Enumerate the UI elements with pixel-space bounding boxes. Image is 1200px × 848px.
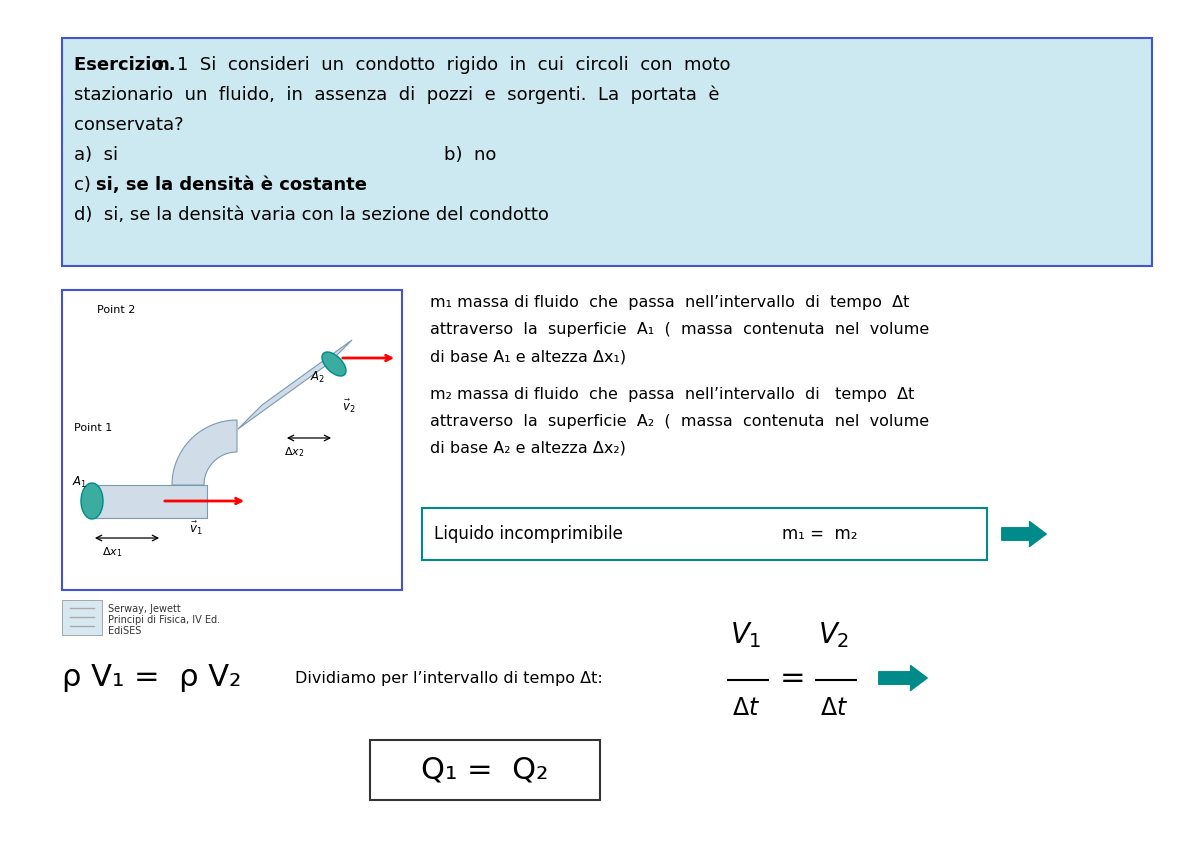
Text: n.: n. (156, 56, 175, 74)
Text: Serway, Jewett: Serway, Jewett (108, 604, 181, 614)
Text: EdiSES: EdiSES (108, 626, 142, 636)
FancyBboxPatch shape (62, 600, 102, 635)
Polygon shape (90, 485, 208, 518)
Text: attraverso  la  superficie  A₂  (  massa  contenuta  nel  volume: attraverso la superficie A₂ ( massa cont… (430, 414, 929, 429)
Text: Q₁ =  Q₂: Q₁ = Q₂ (421, 756, 548, 784)
Polygon shape (172, 420, 238, 485)
Ellipse shape (322, 352, 346, 376)
FancyArrowPatch shape (878, 666, 928, 690)
Text: $\vec{v}_1$: $\vec{v}_1$ (190, 520, 203, 537)
Text: d)  si, se la densità varia con la sezione del condotto: d) si, se la densità varia con la sezion… (74, 206, 548, 224)
Text: Point 2: Point 2 (97, 305, 136, 315)
FancyBboxPatch shape (62, 290, 402, 590)
Text: $\Delta t$: $\Delta t$ (732, 696, 760, 720)
FancyArrowPatch shape (1002, 522, 1046, 546)
Text: $\Delta x_2$: $\Delta x_2$ (284, 445, 305, 459)
Text: conservata?: conservata? (74, 116, 184, 134)
Text: m₂ massa di fluido  che  passa  nell’intervallo  di   tempo  Δt: m₂ massa di fluido che passa nell’interv… (430, 387, 914, 402)
Text: =: = (780, 663, 805, 693)
Text: m₁ massa di fluido  che  passa  nell’intervallo  di  tempo  Δt: m₁ massa di fluido che passa nell’interv… (430, 295, 910, 310)
Text: $\Delta x_1$: $\Delta x_1$ (102, 545, 122, 559)
Polygon shape (238, 340, 352, 429)
Text: $\vec{v}_2$: $\vec{v}_2$ (342, 398, 355, 416)
Text: di base A₂ e altezza Δx₂): di base A₂ e altezza Δx₂) (430, 441, 626, 456)
Text: $A_2$: $A_2$ (310, 370, 325, 385)
Text: 1  Si  consideri  un  condotto  rigido  in  cui  circoli  con  moto: 1 Si consideri un condotto rigido in cui… (178, 56, 731, 74)
Text: ρ V₁ =  ρ V₂: ρ V₁ = ρ V₂ (62, 663, 241, 693)
Text: Dividiamo per l’intervallo di tempo Δt:: Dividiamo per l’intervallo di tempo Δt: (295, 671, 602, 685)
Text: Liquido incomprimibile: Liquido incomprimibile (434, 525, 623, 543)
Text: a)  si: a) si (74, 146, 118, 164)
FancyBboxPatch shape (62, 38, 1152, 266)
FancyBboxPatch shape (370, 740, 600, 800)
Text: c): c) (74, 176, 97, 194)
FancyBboxPatch shape (422, 508, 986, 560)
Text: attraverso  la  superficie  A₁  (  massa  contenuta  nel  volume: attraverso la superficie A₁ ( massa cont… (430, 322, 929, 337)
Text: stazionario  un  fluido,  in  assenza  di  pozzi  e  sorgenti.  La  portata  è: stazionario un fluido, in assenza di poz… (74, 86, 720, 104)
Text: $A_1$: $A_1$ (72, 475, 88, 490)
Text: $V_1$: $V_1$ (730, 620, 762, 650)
Text: Esercizio: Esercizio (74, 56, 170, 74)
Ellipse shape (82, 483, 103, 519)
Text: si, se la densità è costante: si, se la densità è costante (96, 176, 367, 194)
Text: $\Delta t$: $\Delta t$ (820, 696, 848, 720)
Text: Point 1: Point 1 (74, 423, 113, 433)
Text: Principi di Fisica, IV Ed.: Principi di Fisica, IV Ed. (108, 615, 220, 625)
Text: $V_2$: $V_2$ (818, 620, 850, 650)
Text: m₁ =  m₂: m₁ = m₂ (782, 525, 858, 543)
Text: b)  no: b) no (444, 146, 497, 164)
Text: di base A₁ e altezza Δx₁): di base A₁ e altezza Δx₁) (430, 349, 626, 364)
